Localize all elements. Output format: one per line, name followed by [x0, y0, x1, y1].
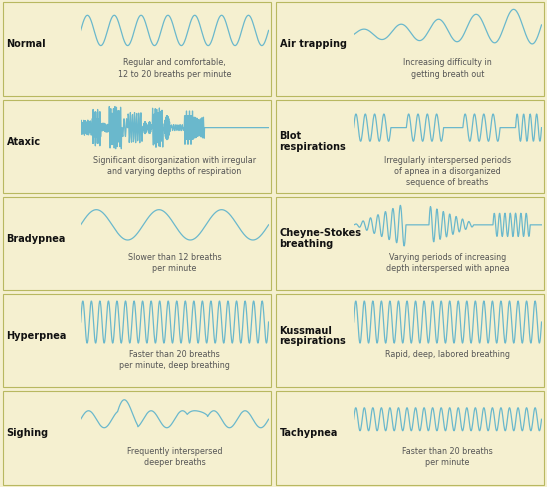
Text: breathing: breathing — [280, 239, 334, 249]
Text: Cheyne-Stokes: Cheyne-Stokes — [280, 228, 362, 239]
Text: Increasing difficulty in
getting breath out: Increasing difficulty in getting breath … — [403, 58, 492, 78]
Text: Rapid, deep, labored breathing: Rapid, deep, labored breathing — [385, 350, 510, 359]
Text: Bradypnea: Bradypnea — [7, 234, 66, 244]
Text: Tachypnea: Tachypnea — [280, 428, 338, 438]
Text: Significant disorganization with irregular
and varying depths of respiration: Significant disorganization with irregul… — [93, 156, 256, 176]
Text: Hyperpnea: Hyperpnea — [7, 331, 67, 341]
Text: Regular and comfortable,
12 to 20 breaths per minute: Regular and comfortable, 12 to 20 breath… — [118, 58, 231, 78]
Text: respirations: respirations — [280, 142, 346, 152]
Text: Varying periods of increasing
depth interspersed with apnea: Varying periods of increasing depth inte… — [386, 253, 509, 273]
Text: Kussmaul: Kussmaul — [280, 326, 333, 336]
Text: Irregularly interspersed periods
of apnea in a disorganized
sequence of breaths: Irregularly interspersed periods of apne… — [384, 156, 511, 187]
Text: Ataxic: Ataxic — [7, 137, 40, 147]
Text: Slower than 12 breaths
per minute: Slower than 12 breaths per minute — [128, 253, 222, 273]
Text: Normal: Normal — [7, 39, 46, 49]
Text: Blot: Blot — [280, 131, 301, 141]
Text: respirations: respirations — [280, 337, 346, 346]
Text: Faster than 20 breaths
per minute: Faster than 20 breaths per minute — [402, 447, 493, 468]
Text: Faster than 20 breaths
per minute, deep breathing: Faster than 20 breaths per minute, deep … — [119, 350, 230, 370]
Text: Air trapping: Air trapping — [280, 39, 346, 49]
Text: Frequently interspersed
deeper breaths: Frequently interspersed deeper breaths — [127, 447, 223, 468]
Text: Sighing: Sighing — [7, 428, 49, 438]
